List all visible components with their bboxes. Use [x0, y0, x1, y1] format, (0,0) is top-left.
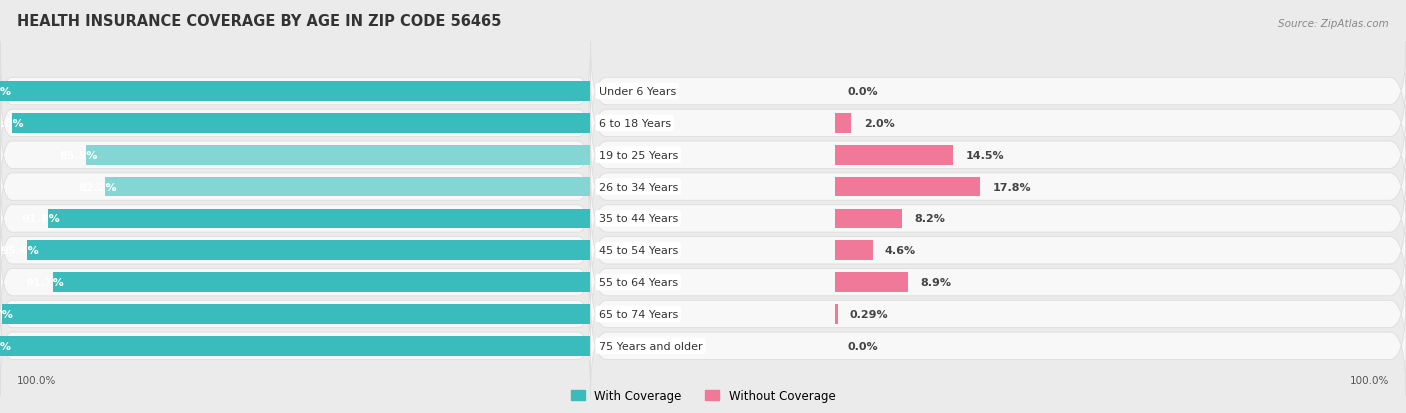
FancyBboxPatch shape [591, 105, 1406, 205]
FancyBboxPatch shape [591, 137, 1406, 237]
Text: 82.2%: 82.2% [79, 182, 117, 192]
FancyBboxPatch shape [591, 74, 1406, 173]
Text: 91.1%: 91.1% [25, 278, 65, 287]
Bar [0, 336, 591, 356]
Text: 14.5%: 14.5% [966, 150, 1004, 160]
Text: 17.8%: 17.8% [993, 182, 1031, 192]
Text: 4.6%: 4.6% [884, 246, 917, 256]
Legend: With Coverage, Without Coverage: With Coverage, Without Coverage [565, 385, 841, 407]
Text: 99.7%: 99.7% [0, 309, 14, 319]
FancyBboxPatch shape [0, 201, 591, 301]
Bar [0, 82, 591, 102]
Bar [835, 114, 852, 133]
Bar [835, 145, 953, 165]
Text: 95.4%: 95.4% [0, 246, 39, 256]
Bar [835, 209, 903, 229]
Bar [11, 114, 591, 133]
Text: 55 to 64 Years: 55 to 64 Years [599, 278, 678, 287]
FancyBboxPatch shape [0, 137, 591, 237]
FancyBboxPatch shape [591, 264, 1406, 364]
FancyBboxPatch shape [0, 105, 591, 205]
FancyBboxPatch shape [0, 74, 591, 173]
Bar [52, 273, 591, 292]
FancyBboxPatch shape [0, 296, 591, 396]
Bar [835, 177, 980, 197]
Bar [835, 304, 838, 324]
FancyBboxPatch shape [591, 296, 1406, 396]
Bar [27, 241, 591, 261]
Text: 100.0%: 100.0% [0, 341, 11, 351]
Text: Source: ZipAtlas.com: Source: ZipAtlas.com [1278, 19, 1389, 29]
Text: 0.29%: 0.29% [849, 309, 889, 319]
FancyBboxPatch shape [0, 169, 591, 269]
Text: 2.0%: 2.0% [863, 119, 894, 128]
Text: 100.0%: 100.0% [0, 87, 11, 97]
FancyBboxPatch shape [591, 201, 1406, 301]
Bar [86, 145, 591, 165]
Bar [1, 304, 591, 324]
Text: Under 6 Years: Under 6 Years [599, 87, 676, 97]
Text: 45 to 54 Years: 45 to 54 Years [599, 246, 678, 256]
FancyBboxPatch shape [0, 42, 591, 142]
Text: 8.2%: 8.2% [914, 214, 945, 224]
Text: 98.0%: 98.0% [0, 119, 24, 128]
Bar [48, 209, 591, 229]
FancyBboxPatch shape [591, 233, 1406, 332]
Text: 100.0%: 100.0% [17, 375, 56, 385]
Text: 100.0%: 100.0% [1350, 375, 1389, 385]
FancyBboxPatch shape [591, 169, 1406, 269]
Text: 26 to 34 Years: 26 to 34 Years [599, 182, 678, 192]
Text: 65 to 74 Years: 65 to 74 Years [599, 309, 678, 319]
Text: 75 Years and older: 75 Years and older [599, 341, 703, 351]
Text: 85.5%: 85.5% [59, 150, 97, 160]
Text: 35 to 44 Years: 35 to 44 Years [599, 214, 678, 224]
Text: 8.9%: 8.9% [920, 278, 950, 287]
Text: 91.8%: 91.8% [21, 214, 60, 224]
Text: 6 to 18 Years: 6 to 18 Years [599, 119, 671, 128]
Bar [105, 177, 591, 197]
Text: HEALTH INSURANCE COVERAGE BY AGE IN ZIP CODE 56465: HEALTH INSURANCE COVERAGE BY AGE IN ZIP … [17, 14, 502, 29]
Bar [835, 273, 908, 292]
Text: 0.0%: 0.0% [848, 87, 877, 97]
FancyBboxPatch shape [0, 233, 591, 332]
FancyBboxPatch shape [591, 42, 1406, 142]
Bar [835, 241, 873, 261]
Text: 0.0%: 0.0% [848, 341, 877, 351]
FancyBboxPatch shape [0, 264, 591, 364]
Text: 19 to 25 Years: 19 to 25 Years [599, 150, 678, 160]
